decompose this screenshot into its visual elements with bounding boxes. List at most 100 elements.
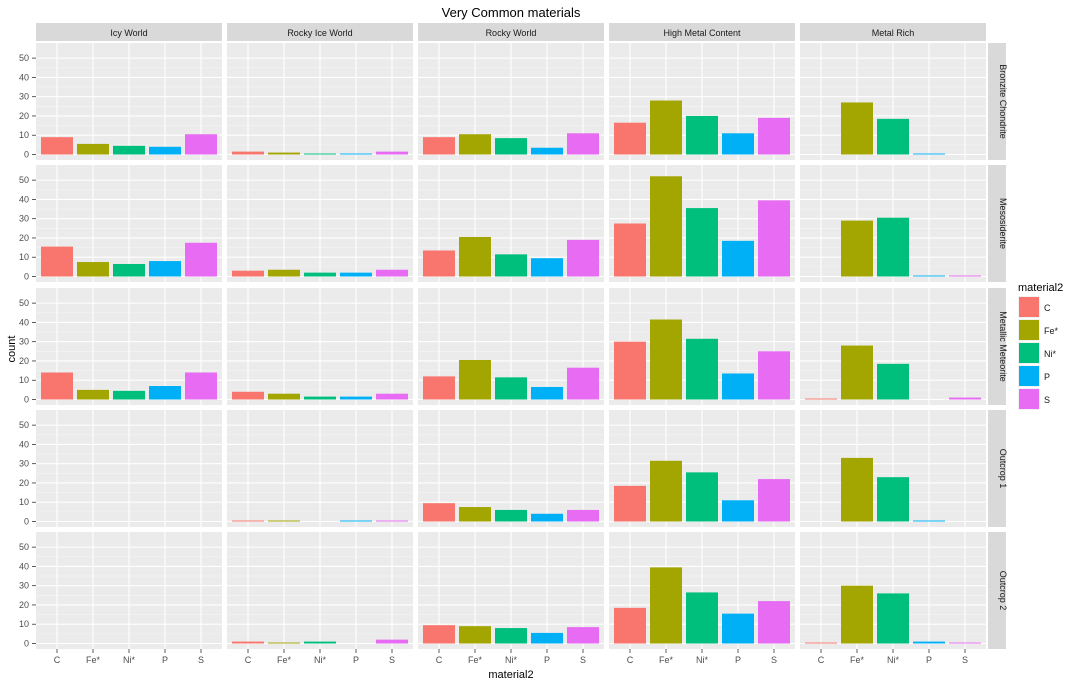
bar-c-outcrop-1-rocky-ice-world <box>232 520 264 522</box>
bar-s-outcrop-1-rocky-ice-world <box>376 520 408 522</box>
bar-ni-bronzite-chondrite-icy-world <box>113 145 145 155</box>
bar-fe-bronzite-chondrite-icy-world <box>77 143 109 155</box>
y-tick-label: 40 <box>19 317 29 327</box>
y-tick-label: 50 <box>19 298 29 308</box>
panel-outcrop-2-metal-rich <box>800 532 986 649</box>
panel-metallic-meteorite-metal-rich <box>800 288 986 405</box>
bar-fe-outcrop-2-rocky-ice-world <box>268 642 300 644</box>
panel-bronzite-chondrite-metal-rich <box>800 43 986 160</box>
bar-p-outcrop-2-rocky-world <box>531 632 563 644</box>
panel-metallic-meteorite-rocky-ice-world <box>227 288 413 405</box>
panel-outcrop-1-metal-rich <box>800 410 986 527</box>
x-tick-label: C <box>627 655 634 665</box>
chart-title: Very Common materials <box>442 5 581 20</box>
bar-p-mesosiderite-metal-rich <box>913 275 945 277</box>
panel-outcrop-1-rocky-world <box>418 410 604 527</box>
bar-s-bronzite-chondrite-high-metal-content <box>758 117 790 155</box>
panel-outcrop-2-high-metal-content <box>609 532 795 649</box>
bar-p-mesosiderite-icy-world <box>149 261 181 277</box>
bar-fe-mesosiderite-metal-rich <box>841 220 873 277</box>
bar-p-bronzite-chondrite-rocky-world <box>531 147 563 155</box>
x-tick-label: S <box>580 655 586 665</box>
x-tick-label: Ni* <box>314 655 326 665</box>
y-tick-label: 50 <box>19 175 29 185</box>
bar-fe-mesosiderite-high-metal-content <box>650 176 682 277</box>
panel-bronzite-chondrite-rocky-world <box>418 43 604 160</box>
bar-ni-metallic-meteorite-metal-rich <box>877 363 909 400</box>
x-tick-label: Fe* <box>277 655 292 665</box>
panel-mesosiderite-rocky-world <box>418 165 604 282</box>
bar-c-bronzite-chondrite-high-metal-content <box>614 122 646 155</box>
bar-fe-metallic-meteorite-high-metal-content <box>650 319 682 400</box>
bar-p-bronzite-chondrite-rocky-ice-world <box>340 153 372 155</box>
bar-c-metallic-meteorite-icy-world <box>41 372 73 400</box>
bar-c-mesosiderite-rocky-ice-world <box>232 270 264 277</box>
facet-row-label: Bronzite Chondrite <box>998 64 1008 139</box>
bar-fe-metallic-meteorite-metal-rich <box>841 345 873 400</box>
y-tick-label: 50 <box>19 53 29 63</box>
facet-column-strip-high-metal-content <box>609 23 795 41</box>
facet-grid: Icy World Rocky Ice World Rocky World High … <box>19 23 1008 665</box>
bar-ni-bronzite-chondrite-metal-rich <box>877 118 909 155</box>
y-tick-label: 40 <box>19 72 29 82</box>
bar-ni-bronzite-chondrite-rocky-ice-world <box>304 153 336 155</box>
y-tick-label: 20 <box>19 356 29 366</box>
bar-ni-mesosiderite-icy-world <box>113 263 145 277</box>
x-tick-label: C <box>818 655 825 665</box>
y-axis-label: count <box>6 336 18 363</box>
bar-c-metallic-meteorite-metal-rich <box>805 398 837 400</box>
bar-c-outcrop-2-rocky-world <box>423 625 455 644</box>
bar-fe-outcrop-1-high-metal-content <box>650 460 682 522</box>
bar-c-mesosiderite-icy-world <box>41 246 73 277</box>
y-tick-label: 20 <box>19 478 29 488</box>
y-tick-label: 10 <box>19 497 29 507</box>
bar-s-outcrop-2-rocky-ice-world <box>376 639 408 644</box>
panel-bronzite-chondrite-rocky-ice-world <box>227 43 413 160</box>
facet-column-label: Rocky World <box>486 28 537 38</box>
y-tick-label: 10 <box>19 252 29 262</box>
y-tick-label: 0 <box>24 639 29 649</box>
bar-s-mesosiderite-high-metal-content <box>758 200 790 277</box>
panel-metallic-meteorite-high-metal-content <box>609 288 795 405</box>
x-axis-label: material2 <box>488 669 533 681</box>
bar-ni-bronzite-chondrite-high-metal-content <box>686 115 718 155</box>
bar-s-outcrop-2-rocky-world <box>567 627 599 644</box>
legend-swatch-ni <box>1019 343 1039 363</box>
bar-c-outcrop-1-rocky-world <box>423 503 455 522</box>
panel-mesosiderite-metal-rich <box>800 165 986 282</box>
x-tick-label: Fe* <box>86 655 101 665</box>
panel-outcrop-1-rocky-ice-world <box>227 410 413 527</box>
bar-fe-bronzite-chondrite-rocky-ice-world <box>268 152 300 155</box>
bar-s-outcrop-1-rocky-world <box>567 509 599 522</box>
x-tick-label: P <box>735 655 741 665</box>
y-tick-label: 30 <box>19 214 29 224</box>
legend: C Fe* Ni* P S <box>1018 296 1059 410</box>
bar-c-mesosiderite-high-metal-content <box>614 223 646 277</box>
bar-ni-outcrop-2-rocky-world <box>495 628 527 644</box>
bar-fe-mesosiderite-rocky-ice-world <box>268 269 300 277</box>
x-tick-label: Fe* <box>468 655 483 665</box>
panel-outcrop-1-high-metal-content <box>609 410 795 527</box>
bar-c-outcrop-2-metal-rich <box>805 642 837 644</box>
bar-p-outcrop-1-rocky-world <box>531 513 563 522</box>
y-tick-label: 40 <box>19 194 29 204</box>
bar-p-metallic-meteorite-rocky-world <box>531 386 563 400</box>
bar-p-outcrop-1-high-metal-content <box>722 500 754 522</box>
bar-ni-mesosiderite-rocky-ice-world <box>304 272 336 277</box>
panel-metallic-meteorite-icy-world <box>36 288 222 405</box>
bar-c-metallic-meteorite-rocky-world <box>423 376 455 400</box>
bar-c-bronzite-chondrite-icy-world <box>41 137 73 155</box>
y-tick-label: 40 <box>19 439 29 449</box>
legend-swatch-fe <box>1019 320 1039 340</box>
legend-swatch-p <box>1019 366 1039 386</box>
bar-c-bronzite-chondrite-rocky-world <box>423 137 455 155</box>
bar-s-outcrop-1-high-metal-content <box>758 479 790 522</box>
y-tick-label: 0 <box>24 395 29 405</box>
legend-swatch-s <box>1019 389 1039 409</box>
bar-ni-outcrop-1-metal-rich <box>877 477 909 522</box>
y-tick-label: 30 <box>19 581 29 591</box>
y-tick-label: 0 <box>24 272 29 282</box>
bar-fe-bronzite-chondrite-rocky-world <box>459 134 491 155</box>
facet-column-strip-rocky-ice-world <box>227 23 413 41</box>
